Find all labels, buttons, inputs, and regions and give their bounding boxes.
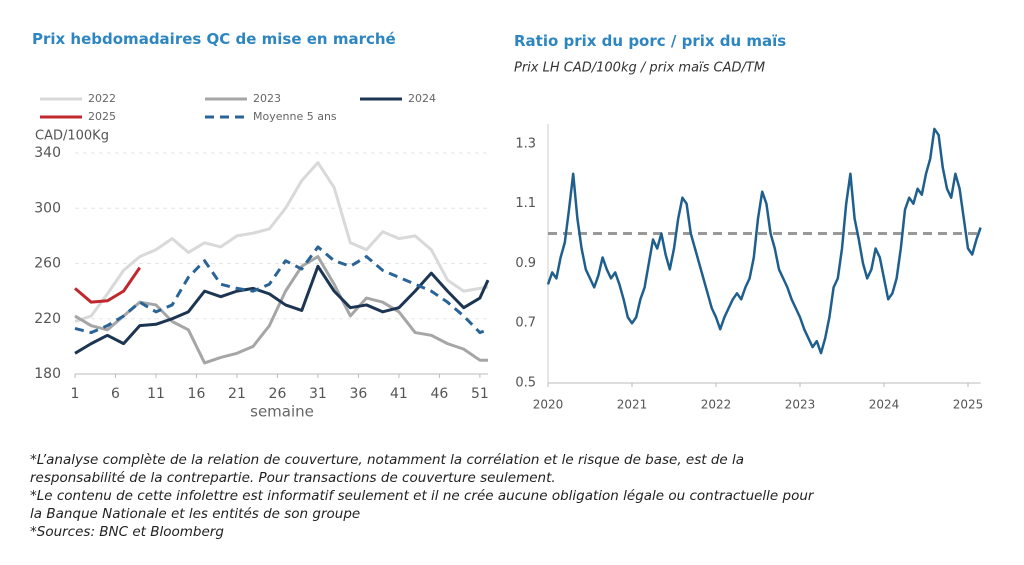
footnote: *Le contenu de cette infolettre est info… bbox=[30, 488, 814, 522]
legend-label: 2022 bbox=[88, 92, 116, 105]
x-tick-label: 11 bbox=[147, 386, 165, 402]
footnote: *Sources: BNC et Bloomberg bbox=[30, 524, 224, 540]
x-tick-label: 2022 bbox=[701, 398, 732, 412]
data-line bbox=[74, 264, 490, 355]
x-tick-label: 46 bbox=[430, 386, 448, 402]
x-tick-label: 2024 bbox=[869, 398, 900, 412]
x-tick-label: 16 bbox=[188, 386, 206, 402]
y-axis-label: CAD/100Kg bbox=[35, 129, 109, 144]
y-tick-label: 0.7 bbox=[515, 316, 536, 331]
y-tick-label: 220 bbox=[34, 311, 61, 327]
y-tick-label: 180 bbox=[34, 366, 61, 382]
x-tick-label: 2020 bbox=[533, 398, 564, 412]
x-tick-label: 2025 bbox=[953, 398, 984, 412]
x-tick-label: 51 bbox=[471, 386, 489, 402]
legend-label: 2024 bbox=[408, 92, 436, 105]
charts: Prix hebdomadaires QC de mise en marché … bbox=[32, 30, 984, 421]
data-line bbox=[74, 161, 489, 323]
legend-label: 2025 bbox=[88, 110, 116, 123]
chart-title: Prix hebdomadaires QC de mise en marché bbox=[32, 30, 396, 48]
y-tick-label: 0.5 bbox=[515, 376, 536, 391]
x-axis-label: semaine bbox=[250, 403, 314, 421]
y-tick-label: 1.3 bbox=[515, 136, 536, 151]
y-tick-label: 0.9 bbox=[515, 256, 536, 271]
y-tick-label: 260 bbox=[34, 256, 61, 272]
data-line bbox=[74, 245, 489, 335]
x-tick-label: 31 bbox=[309, 386, 327, 402]
x-tick-label: 26 bbox=[269, 386, 287, 402]
footnote: *L’analyse complète de la relation de co… bbox=[30, 452, 745, 486]
x-tick-label: 2021 bbox=[617, 398, 648, 412]
x-tick-label: 6 bbox=[111, 386, 120, 402]
x-tick-label: 36 bbox=[350, 386, 368, 402]
x-tick-label: 21 bbox=[228, 386, 246, 402]
x-tick-label: 1 bbox=[71, 386, 80, 402]
chart-title: Ratio prix du porc / prix du maïs bbox=[514, 32, 786, 50]
data-line bbox=[74, 266, 142, 304]
x-tick-label: 2023 bbox=[785, 398, 816, 412]
x-tick-label: 41 bbox=[390, 386, 408, 402]
chart-subtitle: Prix LH CAD/100kg / prix maïs CAD/TM bbox=[514, 61, 765, 76]
data-line bbox=[74, 255, 488, 365]
y-tick-label: 1.1 bbox=[515, 196, 536, 211]
legend-label: 2023 bbox=[253, 92, 281, 105]
footnotes: *L’analyse complète de la relation de co… bbox=[30, 451, 820, 541]
data-line bbox=[546, 127, 982, 355]
y-tick-label: 300 bbox=[34, 200, 61, 216]
legend-label: Moyenne 5 ans bbox=[253, 110, 337, 123]
y-tick-label: 340 bbox=[34, 145, 61, 161]
